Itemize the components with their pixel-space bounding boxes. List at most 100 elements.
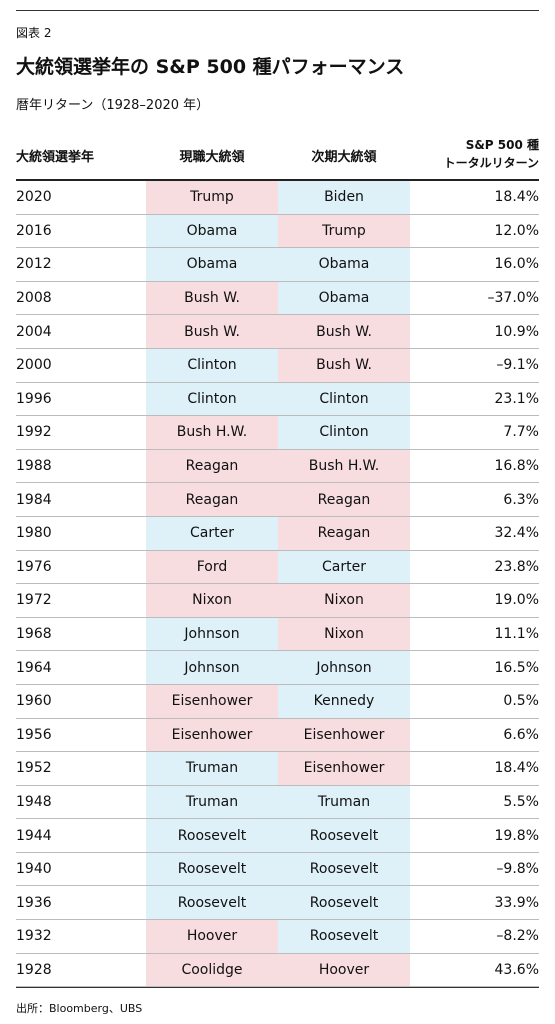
current-president-cell: Obama (146, 248, 278, 281)
next-president-cell: Roosevelt (278, 819, 410, 852)
next-president-cell: Roosevelt (278, 920, 410, 953)
table-body: 2020 Trump Biden 18.4% 2016 Obama Trump 12.0% 20… (16, 181, 539, 988)
return-cell: 10.9% (494, 323, 539, 340)
header-return-line1: S&P 500 種 (465, 138, 539, 152)
header-return-line2: トータルリターン (443, 156, 539, 170)
table-row: 1936 Roosevelt Roosevelt 33.9% (16, 886, 539, 921)
current-president-cell: Carter (146, 516, 278, 550)
return-cell: –8.2% (496, 928, 539, 945)
year-cell: 2008 (16, 290, 52, 307)
year-cell: 1936 (16, 894, 52, 911)
next-president-cell: Obama (278, 281, 410, 315)
return-cell: 0.5% (503, 693, 539, 710)
top-rule (16, 10, 539, 11)
next-president-cell: Nixon (278, 617, 410, 651)
return-cell: 6.3% (503, 491, 539, 508)
year-cell: 1992 (16, 424, 52, 441)
return-cell: 12.0% (494, 222, 539, 239)
header-next-president: 次期大統領 (311, 150, 377, 165)
year-cell: 1940 (16, 861, 52, 878)
next-president-cell: Trump (278, 214, 410, 248)
table-row: 2016 Obama Trump 12.0% (16, 214, 539, 249)
table-row: 1944 Roosevelt Roosevelt 19.8% (16, 819, 539, 853)
current-president-cell: Johnson (146, 617, 278, 651)
next-president-cell: Truman (278, 785, 410, 819)
next-president-cell: Obama (278, 248, 410, 281)
return-cell: 7.7% (503, 424, 539, 441)
return-cell: 23.1% (494, 390, 539, 407)
page-subtitle: 暦年リターン（1928–2020 年） (16, 98, 210, 113)
current-president-cell: Nixon (146, 584, 278, 617)
return-cell: 19.0% (494, 592, 539, 609)
next-president-cell: Clinton (278, 416, 410, 449)
current-president-cell: Eisenhower (146, 718, 278, 752)
year-cell: 1980 (16, 525, 52, 542)
table-row: 1948 Truman Truman 5.5% (16, 785, 539, 820)
header-year: 大統領選挙年 (16, 150, 95, 165)
current-president-cell: Trump (146, 181, 278, 214)
return-cell: 16.5% (494, 659, 539, 676)
current-president-cell: Clinton (146, 382, 278, 416)
year-cell: 1956 (16, 726, 52, 743)
current-president-cell: Reagan (146, 483, 278, 516)
return-cell: 6.6% (503, 726, 539, 743)
header-return: S&P 500 種 トータルリターン (444, 136, 539, 172)
table-header: 大統領選挙年 現職大統領 次期大統領 S&P 500 種 トータルリターン (16, 130, 539, 178)
return-cell: 18.4% (494, 189, 539, 206)
table-row: 2012 Obama Obama 16.0% (16, 248, 539, 282)
current-president-cell: Roosevelt (146, 886, 278, 920)
year-cell: 2016 (16, 222, 52, 239)
next-president-cell: Bush W. (278, 315, 410, 348)
next-president-cell: Kennedy (278, 684, 410, 718)
table-row: 1932 Hoover Roosevelt –8.2% (16, 920, 539, 954)
return-cell: 11.1% (494, 626, 539, 643)
next-president-cell: Bush W. (278, 348, 410, 382)
current-president-cell: Clinton (146, 348, 278, 382)
current-president-cell: Truman (146, 785, 278, 819)
year-cell: 1968 (16, 626, 52, 643)
table-row: 1972 Nixon Nixon 19.0% (16, 584, 539, 618)
year-cell: 1976 (16, 558, 52, 575)
page-title: 大統領選挙年の S&P 500 種パフォーマンス (16, 56, 405, 78)
next-president-cell: Eisenhower (278, 718, 410, 752)
year-cell: 1960 (16, 693, 52, 710)
current-president-cell: Reagan (146, 449, 278, 483)
return-cell: 23.8% (494, 558, 539, 575)
table-row: 1928 Coolidge Hoover 43.6% (16, 953, 539, 988)
next-president-cell: Clinton (278, 382, 410, 416)
current-president-cell: Hoover (146, 920, 278, 953)
return-cell: 19.8% (494, 827, 539, 844)
table-row: 1984 Reagan Reagan 6.3% (16, 483, 539, 517)
next-president-cell: Bush H.W. (278, 449, 410, 483)
current-president-cell: Bush H.W. (146, 416, 278, 449)
bottom-rule (16, 987, 539, 988)
year-cell: 2000 (16, 357, 52, 374)
figure-label: 図表 2 (16, 26, 52, 40)
return-cell: 32.4% (494, 525, 539, 542)
return-cell: 16.0% (494, 256, 539, 273)
year-cell: 1948 (16, 793, 52, 810)
year-cell: 1928 (16, 961, 52, 978)
year-cell: 1964 (16, 659, 52, 676)
next-president-cell: Roosevelt (278, 852, 410, 886)
table-row: 1988 Reagan Bush H.W. 16.8% (16, 449, 539, 484)
next-president-cell: Roosevelt (278, 886, 410, 920)
year-cell: 1944 (16, 827, 52, 844)
return-cell: 33.9% (494, 894, 539, 911)
table-row: 2008 Bush W. Obama –37.0% (16, 281, 539, 316)
year-cell: 1984 (16, 491, 52, 508)
return-cell: 18.4% (494, 760, 539, 777)
next-president-cell: Biden (278, 181, 410, 214)
current-president-cell: Roosevelt (146, 819, 278, 852)
table-row: 1976 Ford Carter 23.8% (16, 550, 539, 585)
table-row: 1940 Roosevelt Roosevelt –9.8% (16, 852, 539, 887)
year-cell: 1952 (16, 760, 52, 777)
source-note: 出所：Bloomberg、UBS (16, 1002, 143, 1015)
current-president-cell: Truman (146, 752, 278, 785)
next-president-cell: Nixon (278, 584, 410, 617)
next-president-cell: Reagan (278, 483, 410, 516)
table-row: 1996 Clinton Clinton 23.1% (16, 382, 539, 417)
next-president-cell: Reagan (278, 516, 410, 550)
year-cell: 2012 (16, 256, 52, 273)
return-cell: –9.1% (496, 357, 539, 374)
